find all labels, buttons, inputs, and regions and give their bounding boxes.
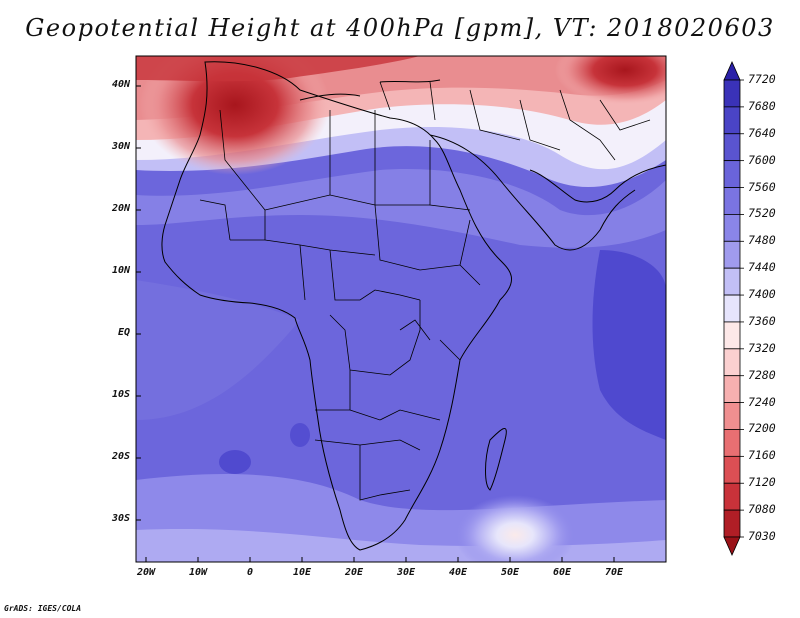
colorbar-level-label: 7640 bbox=[748, 125, 776, 140]
lon-label: 10E bbox=[292, 567, 312, 578]
lon-label: 20E bbox=[344, 567, 364, 578]
colorbar-level-label: 7120 bbox=[748, 475, 776, 490]
colorbar-level-label: 7360 bbox=[748, 313, 776, 328]
lat-label: 10N bbox=[111, 265, 130, 276]
lon-label: 30E bbox=[396, 567, 416, 578]
colorbar-swatch bbox=[723, 79, 741, 108]
colorbar-swatch bbox=[723, 160, 741, 188]
lat-label: EQ bbox=[117, 327, 130, 338]
lat-label: 20S bbox=[111, 451, 130, 462]
colorbar-swatch bbox=[723, 214, 741, 242]
lat-label: 20N bbox=[111, 203, 130, 214]
colorbar-swatch bbox=[723, 455, 741, 484]
colorbar-level-label: 7030 bbox=[748, 529, 776, 543]
colorbar-level-label: 7600 bbox=[748, 152, 776, 167]
contour-field bbox=[136, 56, 666, 562]
colorbar-bottom-arrow bbox=[723, 536, 741, 556]
lat-label: 10S bbox=[111, 389, 130, 400]
grads-credit: GrADS: IGES/COLA bbox=[4, 604, 82, 613]
colorbar-swatch bbox=[723, 429, 741, 457]
lon-label: 0 bbox=[246, 567, 254, 578]
colorbar-level-label: 7480 bbox=[748, 233, 776, 248]
lon-label: 10W bbox=[188, 567, 208, 578]
colorbar-swatch bbox=[723, 348, 741, 377]
colorbar-top-arrow bbox=[723, 61, 741, 81]
colorbar-swatch bbox=[723, 133, 741, 162]
colorbar-level-label: 7680 bbox=[748, 98, 776, 113]
lat-label: 30S bbox=[111, 513, 130, 524]
colorbar-swatch bbox=[723, 375, 741, 403]
lon-label: 40E bbox=[448, 567, 468, 578]
lon-label: 20W bbox=[136, 567, 156, 578]
colorbar-level-label: 7280 bbox=[748, 367, 776, 382]
lon-label: 60E bbox=[552, 567, 572, 578]
colorbar-swatch bbox=[723, 509, 741, 538]
colorbar-level-label: 7080 bbox=[748, 502, 776, 517]
colorbar-level-label: 7200 bbox=[748, 421, 776, 436]
colorbar-swatch bbox=[723, 482, 741, 511]
colorbar-level-label: 7320 bbox=[748, 340, 776, 355]
colorbar-level-label: 7240 bbox=[748, 394, 776, 409]
coastlines bbox=[161, 61, 666, 551]
colorbar-swatch bbox=[723, 106, 741, 135]
colorbar-level-label: 7400 bbox=[748, 287, 776, 302]
lat-label: 30N bbox=[111, 141, 130, 152]
colorbar-level-label: 7160 bbox=[748, 448, 776, 463]
axis-ticks bbox=[136, 85, 615, 562]
colorbar-swatch bbox=[723, 187, 741, 215]
country-borders bbox=[199, 81, 651, 501]
colorbar-level-label: 7720 bbox=[748, 72, 776, 86]
colorbar-swatch bbox=[723, 240, 741, 269]
colorbar bbox=[723, 61, 744, 556]
colorbar-swatch bbox=[723, 267, 741, 296]
colorbar-level-label: 7560 bbox=[748, 179, 776, 194]
lat-label: 40N bbox=[111, 79, 130, 90]
map-frame bbox=[135, 55, 667, 563]
lon-label: 50E bbox=[500, 567, 520, 578]
map-title: Geopotential Height at 400hPa [gpm], VT:… bbox=[25, 14, 775, 42]
colorbar-level-label: 7520 bbox=[748, 206, 776, 221]
lon-label: 70E bbox=[604, 567, 624, 578]
colorbar-swatch bbox=[723, 402, 741, 430]
colorbar-swatch bbox=[723, 321, 741, 350]
colorbar-level-label: 7440 bbox=[748, 260, 776, 275]
colorbar-swatch bbox=[723, 294, 741, 323]
